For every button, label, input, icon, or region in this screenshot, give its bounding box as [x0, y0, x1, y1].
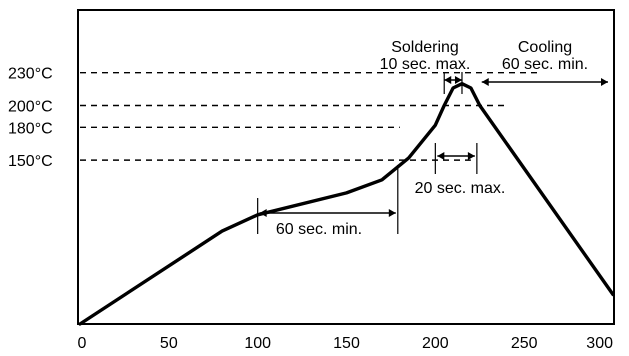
- sixty-arrow-head-right: [388, 209, 396, 217]
- soldering-arrow-head-left: [444, 76, 452, 84]
- sixty-arrow-head-left: [259, 209, 267, 217]
- x-tick-label-200: 200: [422, 335, 449, 352]
- twenty-arrow-head-left: [437, 152, 445, 160]
- soldering-label: Soldering: [391, 39, 459, 56]
- cooling-sublabel: 60 sec. min.: [502, 56, 588, 73]
- x-axis-ticks: 0 50 100 150 200 250 300: [78, 335, 614, 352]
- profile-curve-0: [78, 81, 615, 326]
- twenty-sec-label: 20 sec. max.: [415, 180, 506, 197]
- x-tick-label-150: 150: [333, 335, 360, 352]
- x-tick-label-250: 250: [511, 335, 538, 352]
- y-label-150: 150°C: [8, 153, 53, 170]
- x-tick-label-100: 100: [244, 335, 271, 352]
- cooling-arrow-head-right: [601, 78, 608, 86]
- x-tick-label-300: 300: [586, 335, 613, 352]
- y-label-230: 230°C: [8, 66, 53, 83]
- soldering-arrow-head-right: [454, 76, 462, 84]
- y-label-180: 180°C: [8, 120, 53, 137]
- cooling-label: Cooling: [518, 39, 572, 56]
- plot-frame: [77, 9, 615, 325]
- cooling-arrow-head-left: [481, 78, 489, 86]
- twenty-arrow-head-right: [467, 152, 475, 160]
- x-tick-label-50: 50: [160, 335, 178, 352]
- soldering-sublabel: 10 sec. max.: [380, 56, 471, 73]
- series-layer: [78, 81, 615, 326]
- sixty-sec-label: 60 sec. min.: [276, 221, 362, 238]
- y-label-200: 200°C: [8, 99, 53, 116]
- x-tick-label-0: 0: [78, 335, 87, 352]
- reference-lines: 230°C 200°C 180°C 150°C: [8, 66, 542, 170]
